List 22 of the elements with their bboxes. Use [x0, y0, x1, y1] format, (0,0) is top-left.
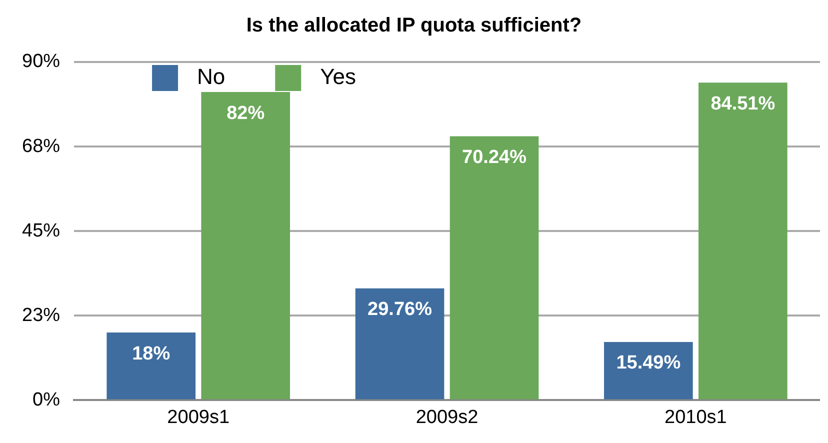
- bar: [450, 136, 539, 400]
- chart-title: Is the allocated IP quota sufficient?: [246, 14, 582, 37]
- x-tick-label: 2009s1: [167, 406, 230, 428]
- y-tick-label: 0%: [32, 389, 60, 410]
- bar: [604, 342, 693, 400]
- data-label: 15.49%: [616, 352, 681, 374]
- x-tick-label: 2009s2: [416, 406, 478, 428]
- data-label: 29.76%: [368, 299, 432, 320]
- data-label: 70.24%: [462, 146, 527, 168]
- bar: [355, 288, 444, 400]
- y-tick-label: 68%: [22, 136, 60, 157]
- bar: [106, 332, 196, 400]
- bar: [698, 82, 788, 400]
- x-tick-label: 2010s1: [664, 406, 727, 428]
- legend-label: No: [197, 64, 226, 90]
- y-tick-label: 45%: [22, 220, 60, 242]
- y-tick-label: 23%: [22, 304, 60, 326]
- data-label: 18%: [132, 343, 170, 364]
- data-label: 82%: [226, 102, 265, 124]
- y-tick-label: 90%: [22, 51, 60, 72]
- legend-label: Yes: [320, 64, 356, 90]
- data-label: 84.51%: [710, 93, 776, 114]
